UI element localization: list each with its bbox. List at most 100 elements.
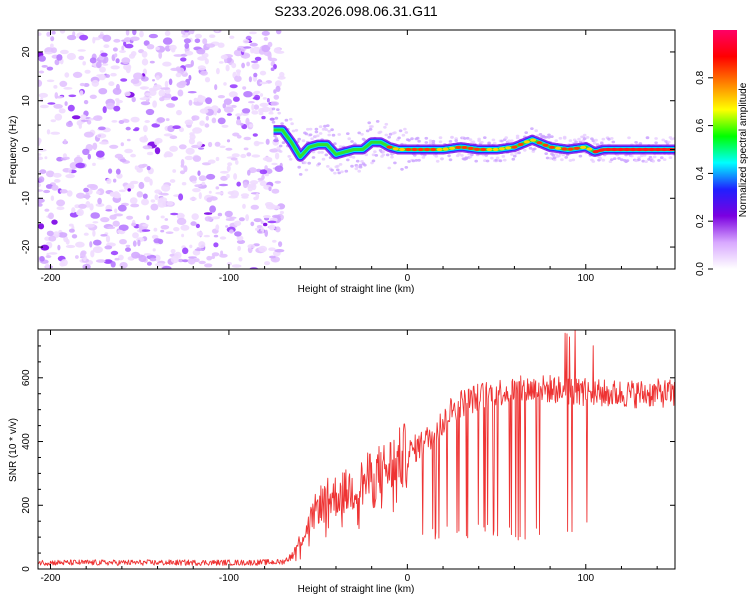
spectrogram-noise-blob bbox=[198, 147, 205, 150]
spectrogram-noise-blob bbox=[278, 241, 283, 248]
spectrogram-noise-blob bbox=[169, 44, 177, 51]
spectrogram-halo-point bbox=[375, 120, 380, 123]
spectrogram-halo-point bbox=[344, 169, 349, 173]
spectrogram-ridge-tail bbox=[594, 148, 675, 154]
spectrogram-noise-blob bbox=[225, 218, 235, 221]
spectrogram-noise-blob bbox=[105, 235, 111, 243]
spectrogram-halo-point bbox=[544, 135, 548, 139]
spectrogram-noise-blob bbox=[82, 148, 90, 155]
spectrogram-noise-blob bbox=[271, 188, 280, 194]
spectrogram-noise-blob bbox=[197, 170, 201, 176]
spectrogram-noise-blob bbox=[203, 212, 213, 215]
spectrogram-noise-blob bbox=[162, 37, 173, 45]
spectrogram-noise-blob bbox=[254, 94, 261, 101]
spectrogram-halo-point bbox=[330, 128, 334, 132]
spectrogram-noise-blob bbox=[67, 104, 75, 112]
spectrogram-noise-blob bbox=[252, 63, 259, 69]
spectrogram-noise-blob bbox=[169, 179, 176, 183]
spectrogram-y-tick-label: 0 bbox=[21, 146, 32, 152]
spectrogram-noise-blob bbox=[66, 190, 73, 197]
spectrogram-halo-point bbox=[364, 153, 369, 157]
spectrogram-noise-blob bbox=[129, 197, 138, 205]
spectrogram-noise-blob bbox=[149, 257, 157, 262]
spectrogram-halo-point bbox=[654, 141, 658, 145]
spectrogram-halo-point bbox=[417, 158, 421, 162]
spectrogram-noise-blob bbox=[58, 108, 66, 114]
spectrogram-noise-blob bbox=[139, 30, 144, 38]
snr-x-tick-label: 100 bbox=[577, 573, 594, 584]
spectrogram-noise-blob bbox=[112, 47, 118, 52]
spectrogram-halo-point bbox=[438, 136, 443, 140]
spectrogram-noise-blob bbox=[229, 84, 238, 89]
spectrogram-noise-blob bbox=[77, 49, 86, 52]
spectrogram-noise-blob bbox=[231, 153, 240, 158]
spectrogram-noise-blob bbox=[142, 145, 153, 150]
spectrogram-noise-blob bbox=[221, 124, 229, 128]
spectrogram-noise-blob bbox=[185, 32, 189, 38]
spectrogram-noise-blob bbox=[164, 218, 169, 221]
spectrogram-noise-blob bbox=[78, 203, 87, 209]
spectrogram-noise-blob bbox=[132, 240, 137, 247]
spectrogram-noise-blob bbox=[102, 106, 107, 114]
spectrogram-y-tick-label: 20 bbox=[21, 46, 32, 58]
spectrogram-noise-blob bbox=[268, 186, 272, 192]
spectrogram-noise-blob bbox=[85, 192, 90, 200]
spectrogram-noise-blob bbox=[162, 61, 172, 67]
spectrogram-halo-point bbox=[381, 150, 386, 154]
spectrogram-noise-blob bbox=[215, 156, 220, 162]
spectrogram-noise-blob bbox=[108, 81, 115, 87]
spectrogram-noise-blob bbox=[38, 176, 45, 183]
spectrogram-noise-blob bbox=[130, 153, 137, 158]
spectrogram-hot-spot bbox=[442, 147, 449, 151]
spectrogram-hot-spot bbox=[486, 147, 493, 152]
spectrogram-halo-point bbox=[644, 160, 648, 164]
spectrogram-noise-blob bbox=[207, 159, 216, 164]
spectrogram-noise-blob bbox=[130, 203, 140, 208]
spectrogram-halo-point bbox=[308, 127, 313, 131]
spectrogram-noise-blob bbox=[143, 176, 151, 183]
spectrogram-noise-blob bbox=[52, 172, 62, 178]
spectrogram-halo-point bbox=[306, 127, 310, 131]
spectrogram-noise-blob bbox=[160, 192, 169, 196]
spectrogram-noise-blob bbox=[205, 115, 209, 121]
spectrogram-halo-point bbox=[507, 139, 511, 143]
spectrogram-hot-spot bbox=[498, 147, 505, 151]
spectrogram-x-tick-label: 100 bbox=[577, 273, 594, 284]
spectrogram-halo-point bbox=[318, 125, 323, 129]
spectrogram-noise-blob bbox=[39, 104, 49, 109]
spectrogram-noise-blob bbox=[188, 74, 192, 81]
spectrogram-halo-point bbox=[411, 159, 416, 163]
spectrogram-halo-point bbox=[276, 108, 280, 111]
spectrogram-noise-blob bbox=[114, 53, 118, 58]
spectrogram-noise-blob bbox=[105, 74, 110, 78]
spectrogram-noise-region bbox=[38, 30, 286, 269]
spectrogram-noise-blob bbox=[242, 108, 251, 114]
spectrogram-noise-blob bbox=[279, 210, 284, 215]
spectrogram-noise-blob bbox=[270, 101, 280, 106]
spectrogram-hot-spot bbox=[530, 138, 537, 142]
spectrogram-hot-spot bbox=[473, 147, 480, 151]
spectrogram-noise-blob bbox=[152, 100, 158, 108]
spectrogram-halo-point bbox=[381, 153, 386, 157]
spectrogram-noise-blob bbox=[193, 97, 198, 103]
spectrogram-halo-point bbox=[585, 136, 590, 139]
spectrogram-noise-blob bbox=[76, 210, 82, 216]
spectrogram-noise-blob bbox=[38, 189, 44, 192]
spectrogram-noise-blob bbox=[227, 191, 234, 195]
spectrogram-y-tick-label: -10 bbox=[21, 191, 32, 206]
spectrogram-halo-point bbox=[385, 153, 390, 157]
spectrogram-noise-blob bbox=[233, 220, 242, 226]
spectrogram-noise-blob bbox=[234, 75, 242, 82]
spectrogram-noise-blob bbox=[185, 147, 195, 155]
spectrogram-noise-blob bbox=[156, 117, 166, 123]
spectrogram-halo-point bbox=[357, 169, 362, 173]
spectrogram-noise-blob bbox=[75, 241, 85, 248]
spectrogram-noise-blob bbox=[250, 60, 259, 63]
spectrogram-noise-blob bbox=[63, 87, 73, 90]
snr-y-tick-label: 0 bbox=[21, 566, 32, 572]
spectrogram-noise-blob bbox=[184, 50, 194, 56]
spectrogram-noise-blob bbox=[69, 162, 78, 170]
spectrogram-halo-point bbox=[531, 150, 536, 153]
spectrogram-noise-blob bbox=[265, 138, 270, 145]
